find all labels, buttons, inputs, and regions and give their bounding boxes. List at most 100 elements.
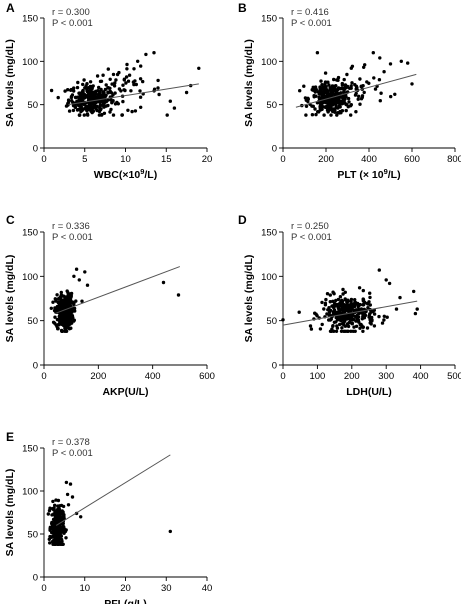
data-point [152, 51, 156, 55]
y-tick-label: 100 [261, 57, 277, 68]
data-point [339, 314, 344, 319]
data-point [69, 291, 74, 296]
data-point [126, 79, 131, 83]
data-point [318, 106, 322, 110]
data-point [329, 113, 333, 117]
data-point [48, 506, 52, 510]
y-axis-title: SA levels (mg/dL) [4, 255, 16, 343]
data-point [197, 66, 201, 71]
data-point [53, 524, 57, 528]
data-point [325, 98, 330, 103]
data-point [122, 88, 126, 92]
data-point [56, 517, 60, 521]
data-point [101, 73, 105, 77]
data-point [76, 80, 80, 85]
y-tick-label: 50 [266, 316, 277, 327]
data-point [99, 87, 103, 92]
data-point [351, 329, 355, 333]
data-point [394, 307, 399, 311]
data-point [126, 108, 130, 113]
x-tick-label: 400 [361, 154, 377, 165]
data-point [398, 295, 402, 300]
data-point [80, 299, 84, 303]
data-point [64, 328, 68, 332]
data-point [111, 99, 115, 103]
data-point [382, 314, 386, 318]
data-point [338, 295, 343, 299]
data-point [95, 108, 99, 112]
data-point [141, 79, 145, 84]
data-point [55, 293, 59, 297]
x-tick-label: 30 [161, 583, 172, 594]
x-tick-label: 0 [41, 154, 46, 165]
data-point [310, 104, 314, 108]
data-point [336, 75, 341, 80]
data-point [412, 289, 416, 294]
data-point [353, 298, 357, 302]
x-tick-label: 300 [378, 371, 394, 382]
regression-line [295, 73, 417, 108]
data-point [73, 104, 77, 108]
data-point [72, 319, 76, 323]
data-point [343, 303, 347, 307]
data-point [68, 298, 72, 302]
data-point [70, 495, 75, 499]
y-tick-label: 0 [272, 144, 277, 155]
data-point [59, 542, 64, 546]
data-point [317, 91, 322, 96]
data-point [313, 107, 317, 111]
data-point [334, 91, 338, 96]
y-axis-title: SA levels (mg/dL) [243, 39, 255, 127]
data-point [100, 112, 104, 117]
data-point [172, 106, 177, 110]
y-tick-label: 50 [266, 100, 277, 111]
x-tick-label: 500 [447, 371, 461, 382]
data-point [328, 106, 332, 111]
data-point [56, 95, 60, 100]
data-point [399, 59, 403, 63]
p-value: P < 0.001 [52, 448, 93, 459]
data-point [80, 91, 85, 96]
data-point [133, 109, 138, 113]
x-tick-label: 0 [41, 371, 46, 382]
data-point [93, 91, 98, 96]
data-point [313, 311, 317, 315]
data-point [121, 83, 125, 87]
data-point [318, 327, 323, 331]
data-point [97, 85, 101, 90]
data-point [331, 324, 335, 328]
data-point [349, 299, 353, 303]
data-point [53, 503, 57, 507]
data-point [59, 290, 63, 295]
x-axis-title: LDH(U/L) [346, 386, 392, 398]
data-point [75, 85, 80, 90]
data-point [111, 93, 115, 97]
data-point [322, 91, 326, 95]
data-point [136, 59, 140, 63]
data-point [77, 278, 82, 282]
data-point [377, 78, 382, 82]
data-point [78, 91, 82, 95]
data-point [334, 298, 338, 303]
data-point [53, 510, 57, 514]
data-points [46, 480, 172, 546]
data-point [72, 274, 76, 278]
data-point [109, 107, 113, 112]
data-point [331, 290, 335, 294]
data-point [345, 72, 349, 77]
data-point [415, 307, 419, 311]
data-point [323, 80, 328, 84]
data-point [385, 315, 389, 319]
y-tick-label: 150 [22, 228, 38, 239]
y-tick-label: 100 [261, 272, 277, 283]
y-tick-label: 0 [33, 361, 38, 372]
data-point [350, 81, 354, 85]
data-point [61, 504, 66, 509]
data-point [49, 306, 53, 310]
data-point [358, 77, 362, 81]
data-point [87, 104, 91, 109]
data-point [104, 99, 109, 104]
data-point [55, 532, 59, 536]
x-tick-label: 400 [413, 371, 429, 382]
